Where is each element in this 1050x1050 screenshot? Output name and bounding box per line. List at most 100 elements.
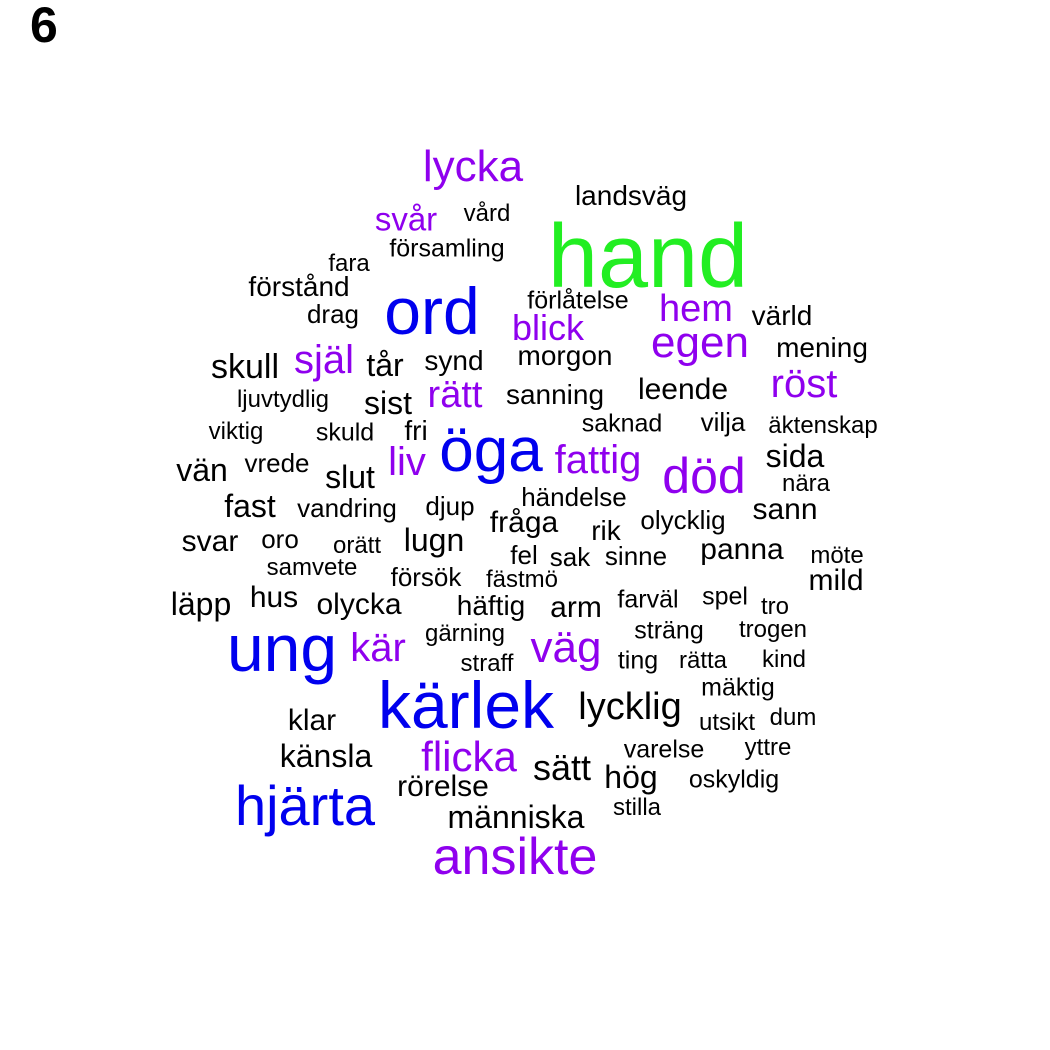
word-sida: sida xyxy=(765,438,825,474)
word-skull: skull xyxy=(210,348,280,386)
word-häftig: häftig xyxy=(456,590,526,621)
word-vrede: vrede xyxy=(244,448,310,478)
word-flicka: flicka xyxy=(421,733,517,780)
word-hand: hand xyxy=(547,207,749,307)
word-oskyldig: oskyldig xyxy=(688,765,780,794)
word-rätta: rätta xyxy=(678,647,728,674)
word-känsla: känsla xyxy=(279,738,373,774)
word-sak: sak xyxy=(549,542,591,572)
word-mild: mild xyxy=(808,564,864,597)
word-sanning: sanning xyxy=(505,379,605,410)
word-röst: röst xyxy=(770,362,838,406)
word-vandring: vandring xyxy=(297,493,397,523)
word-nära: nära xyxy=(781,470,831,497)
word-lycka: lycka xyxy=(422,142,524,191)
word-samvete: samvete xyxy=(266,554,358,581)
word-rik: rik xyxy=(591,515,621,546)
word-lugn: lugn xyxy=(403,522,465,558)
word-rätt: rätt xyxy=(427,374,483,416)
word-försök: försök xyxy=(390,562,462,592)
word-stilla: stilla xyxy=(612,794,662,821)
word-ljuvtydlig: ljuvtydlig xyxy=(236,386,330,413)
word-sinne: sinne xyxy=(604,541,668,571)
word-rörelse: rörelse xyxy=(397,770,489,803)
word-fri: fri xyxy=(404,415,428,446)
word-fästmö: fästmö xyxy=(485,566,559,593)
word-kär: kär xyxy=(350,626,406,670)
word-möte: möte xyxy=(810,542,864,569)
word-sann: sann xyxy=(752,493,818,526)
word-sätt: sätt xyxy=(532,747,592,788)
word-djup: djup xyxy=(425,491,475,521)
word-vård: vård xyxy=(463,200,511,227)
word-tro: tro xyxy=(760,593,790,620)
word-hus: hus xyxy=(249,581,299,614)
word-vän: vän xyxy=(176,452,228,488)
word-saknad: saknad xyxy=(581,409,663,438)
word-olycka: olycka xyxy=(316,588,402,621)
word-spel: spel xyxy=(702,582,748,611)
word-tår: tår xyxy=(366,347,404,383)
word-morgon: morgon xyxy=(517,340,613,371)
word-fast: fast xyxy=(224,488,276,524)
word-sträng: sträng xyxy=(634,616,704,645)
panel-number: 6 xyxy=(30,0,58,53)
word-värld: värld xyxy=(751,300,813,331)
word-arm: arm xyxy=(550,591,602,624)
word-leende: leende xyxy=(637,373,729,406)
word-synd: synd xyxy=(424,345,484,376)
word-väg: väg xyxy=(530,623,602,672)
word-ung: ung xyxy=(226,611,338,685)
word-hem: hem xyxy=(659,288,733,330)
word-lycklig: lycklig xyxy=(578,686,682,728)
word-ansikte: ansikte xyxy=(432,828,598,886)
word-egen: egen xyxy=(651,318,749,367)
word-sist: sist xyxy=(364,385,412,421)
word-svar: svar xyxy=(181,525,239,558)
word-klar: klar xyxy=(287,704,337,737)
word-skuld: skuld xyxy=(315,418,375,447)
word-öga: öga xyxy=(439,416,543,485)
word-fel: fel xyxy=(510,540,538,570)
word-mening: mening xyxy=(776,332,868,363)
word-händelse: händelse xyxy=(521,482,627,512)
word-liv: liv xyxy=(388,440,426,484)
word-drag: drag xyxy=(306,299,360,329)
word-kind: kind xyxy=(761,646,807,673)
word-död: död xyxy=(662,448,746,504)
word-förstånd: förstånd xyxy=(248,271,350,302)
word-kärlek: kärlek xyxy=(377,668,555,742)
word-straff: straff xyxy=(460,650,514,677)
word-oro: oro xyxy=(261,524,299,554)
word-ord: ord xyxy=(384,274,480,348)
word-utsikt: utsikt xyxy=(698,709,756,736)
word-viktig: viktig xyxy=(208,418,264,445)
word-slut: slut xyxy=(325,459,375,495)
word-mäktig: mäktig xyxy=(701,673,775,702)
word-svår: svår xyxy=(374,200,438,238)
word-församling: församling xyxy=(389,234,505,263)
word-själ: själ xyxy=(293,338,355,382)
word-fattig: fattig xyxy=(554,438,642,482)
word-farväl: farväl xyxy=(617,585,679,614)
word-läpp: läpp xyxy=(170,586,232,622)
word-gärning: gärning xyxy=(424,620,506,647)
word-orätt: orätt xyxy=(332,532,382,559)
word-blick: blick xyxy=(511,307,585,348)
word-panna: panna xyxy=(700,533,784,566)
word-dum: dum xyxy=(769,704,817,731)
word-yttre: yttre xyxy=(744,734,792,761)
word-trogen: trogen xyxy=(738,616,808,643)
word-ting: ting xyxy=(617,646,659,675)
word-fråga: fråga xyxy=(489,506,559,539)
word-olycklig: olycklig xyxy=(640,505,726,535)
word-varelse: varelse xyxy=(623,735,705,764)
word-landsväg: landsväg xyxy=(574,180,688,211)
word-vilja: vilja xyxy=(700,407,746,437)
word-fara: fara xyxy=(328,250,370,277)
word-äktenskap: äktenskap xyxy=(768,412,878,439)
word-hjärta: hjärta xyxy=(234,774,376,837)
word-människa: människa xyxy=(447,799,585,835)
word-förlåtelse: förlåtelse xyxy=(527,286,629,315)
